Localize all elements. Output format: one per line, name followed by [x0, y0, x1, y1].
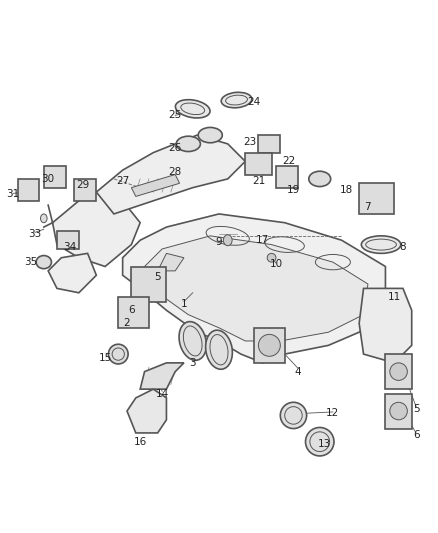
Text: 3: 3 — [189, 358, 196, 368]
Text: 34: 34 — [64, 242, 77, 252]
Ellipse shape — [36, 255, 52, 269]
Text: 28: 28 — [169, 167, 182, 177]
Text: 12: 12 — [326, 408, 339, 418]
Text: 30: 30 — [42, 174, 55, 184]
Ellipse shape — [221, 92, 252, 108]
Text: 19: 19 — [287, 185, 300, 195]
Ellipse shape — [175, 100, 210, 118]
Ellipse shape — [205, 330, 233, 369]
Ellipse shape — [258, 334, 280, 356]
Text: 6: 6 — [128, 305, 135, 316]
Polygon shape — [158, 253, 184, 271]
Text: 5: 5 — [154, 272, 161, 282]
Text: 10: 10 — [269, 260, 283, 269]
Polygon shape — [44, 166, 66, 188]
Ellipse shape — [198, 127, 222, 143]
Text: 13: 13 — [318, 439, 331, 449]
Ellipse shape — [41, 214, 47, 223]
Polygon shape — [359, 288, 412, 363]
Polygon shape — [385, 393, 412, 429]
Text: 35: 35 — [24, 257, 37, 267]
Text: 8: 8 — [399, 242, 406, 252]
Polygon shape — [140, 363, 184, 389]
Text: 11: 11 — [388, 292, 401, 302]
Polygon shape — [254, 328, 285, 363]
Polygon shape — [57, 231, 79, 249]
Ellipse shape — [390, 363, 407, 381]
Text: 6: 6 — [413, 430, 420, 440]
Text: 31: 31 — [7, 189, 20, 199]
Text: 26: 26 — [169, 143, 182, 154]
Text: 23: 23 — [243, 136, 256, 147]
Ellipse shape — [176, 136, 200, 151]
Text: 18: 18 — [339, 185, 353, 195]
Text: 2: 2 — [124, 318, 131, 328]
Text: 33: 33 — [28, 229, 42, 239]
Polygon shape — [18, 179, 39, 201]
Text: 1: 1 — [180, 298, 187, 309]
Ellipse shape — [179, 321, 206, 360]
Ellipse shape — [280, 402, 307, 429]
Polygon shape — [123, 214, 385, 363]
Text: 22: 22 — [283, 156, 296, 166]
Ellipse shape — [305, 427, 334, 456]
Polygon shape — [118, 297, 149, 328]
Ellipse shape — [109, 344, 128, 364]
Polygon shape — [96, 135, 245, 214]
Polygon shape — [145, 236, 368, 341]
Text: 25: 25 — [169, 110, 182, 120]
Ellipse shape — [309, 171, 331, 187]
Text: 9: 9 — [215, 237, 223, 247]
Text: 21: 21 — [252, 176, 265, 186]
Text: 5: 5 — [413, 404, 420, 414]
Polygon shape — [131, 174, 180, 197]
Text: 15: 15 — [99, 353, 112, 364]
Ellipse shape — [223, 235, 232, 246]
Polygon shape — [131, 266, 166, 302]
Polygon shape — [127, 389, 166, 433]
Polygon shape — [245, 152, 272, 174]
Ellipse shape — [267, 253, 276, 262]
Polygon shape — [74, 179, 96, 201]
Text: 14: 14 — [155, 389, 169, 399]
Text: 16: 16 — [134, 437, 147, 447]
Polygon shape — [359, 183, 394, 214]
Text: 27: 27 — [116, 176, 129, 186]
Polygon shape — [276, 166, 298, 188]
Text: 4: 4 — [294, 367, 301, 377]
Text: 17: 17 — [256, 235, 269, 245]
Polygon shape — [385, 354, 412, 389]
Ellipse shape — [390, 402, 407, 420]
Polygon shape — [53, 192, 140, 266]
Polygon shape — [48, 253, 96, 293]
Ellipse shape — [361, 236, 401, 253]
Polygon shape — [258, 135, 280, 152]
Text: 24: 24 — [247, 97, 261, 107]
Text: 29: 29 — [77, 181, 90, 190]
Text: 7: 7 — [364, 203, 371, 212]
